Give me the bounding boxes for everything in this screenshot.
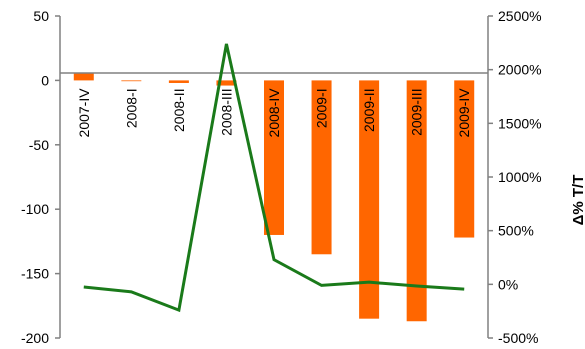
category-label: 2008-III [218, 88, 234, 135]
bar [264, 80, 284, 235]
bar [311, 80, 332, 255]
right-tick-label: 1000% [498, 169, 542, 185]
right-tick-label: 1500% [498, 115, 542, 131]
right-tick-label: 2500% [498, 8, 542, 24]
bar [216, 80, 237, 86]
category-label: 2009-IV [456, 88, 472, 138]
left-tick-label: 0 [41, 72, 49, 88]
right-tick-label: 2000% [498, 62, 542, 78]
right-tick-label: 0% [498, 276, 518, 292]
category-labels: 2007-IV 2008-I 2008-II 2008-III 2008-IV 2009-… [76, 88, 472, 138]
bar [73, 72, 94, 81]
bar-series [73, 72, 475, 322]
category-label: 2008-IV [266, 88, 282, 138]
left-tick-label: -150 [21, 266, 49, 282]
left-tick-label: 50 [33, 8, 49, 24]
right-tick-label: 500% [498, 223, 534, 239]
left-tick-label: -200 [21, 330, 49, 346]
bar [454, 80, 475, 238]
category-label: 2007-IV [76, 88, 92, 138]
line-series [83, 43, 465, 313]
category-label: 2009-III [409, 88, 425, 135]
right-axis-ticks: 2500% 2000% 1500% 1000% 500% 0% -500% [488, 8, 542, 346]
left-tick-label: -50 [29, 137, 49, 153]
category-label: 2009-II [361, 88, 377, 132]
left-axis-ticks: 50 0 -50 -100 -150 -200 [21, 8, 60, 346]
category-label: 2008-I [123, 88, 139, 128]
right-axis-title: Δ% T/T [570, 175, 585, 226]
category-label: 2008-II [171, 88, 187, 132]
bar [359, 80, 380, 319]
bar [406, 80, 427, 322]
category-label: 2009-I [314, 88, 330, 128]
left-tick-label: -100 [21, 201, 49, 217]
line-series-path [83, 43, 465, 313]
bar [168, 80, 189, 83]
right-tick-label: -500% [498, 330, 538, 346]
bar [121, 80, 142, 82]
